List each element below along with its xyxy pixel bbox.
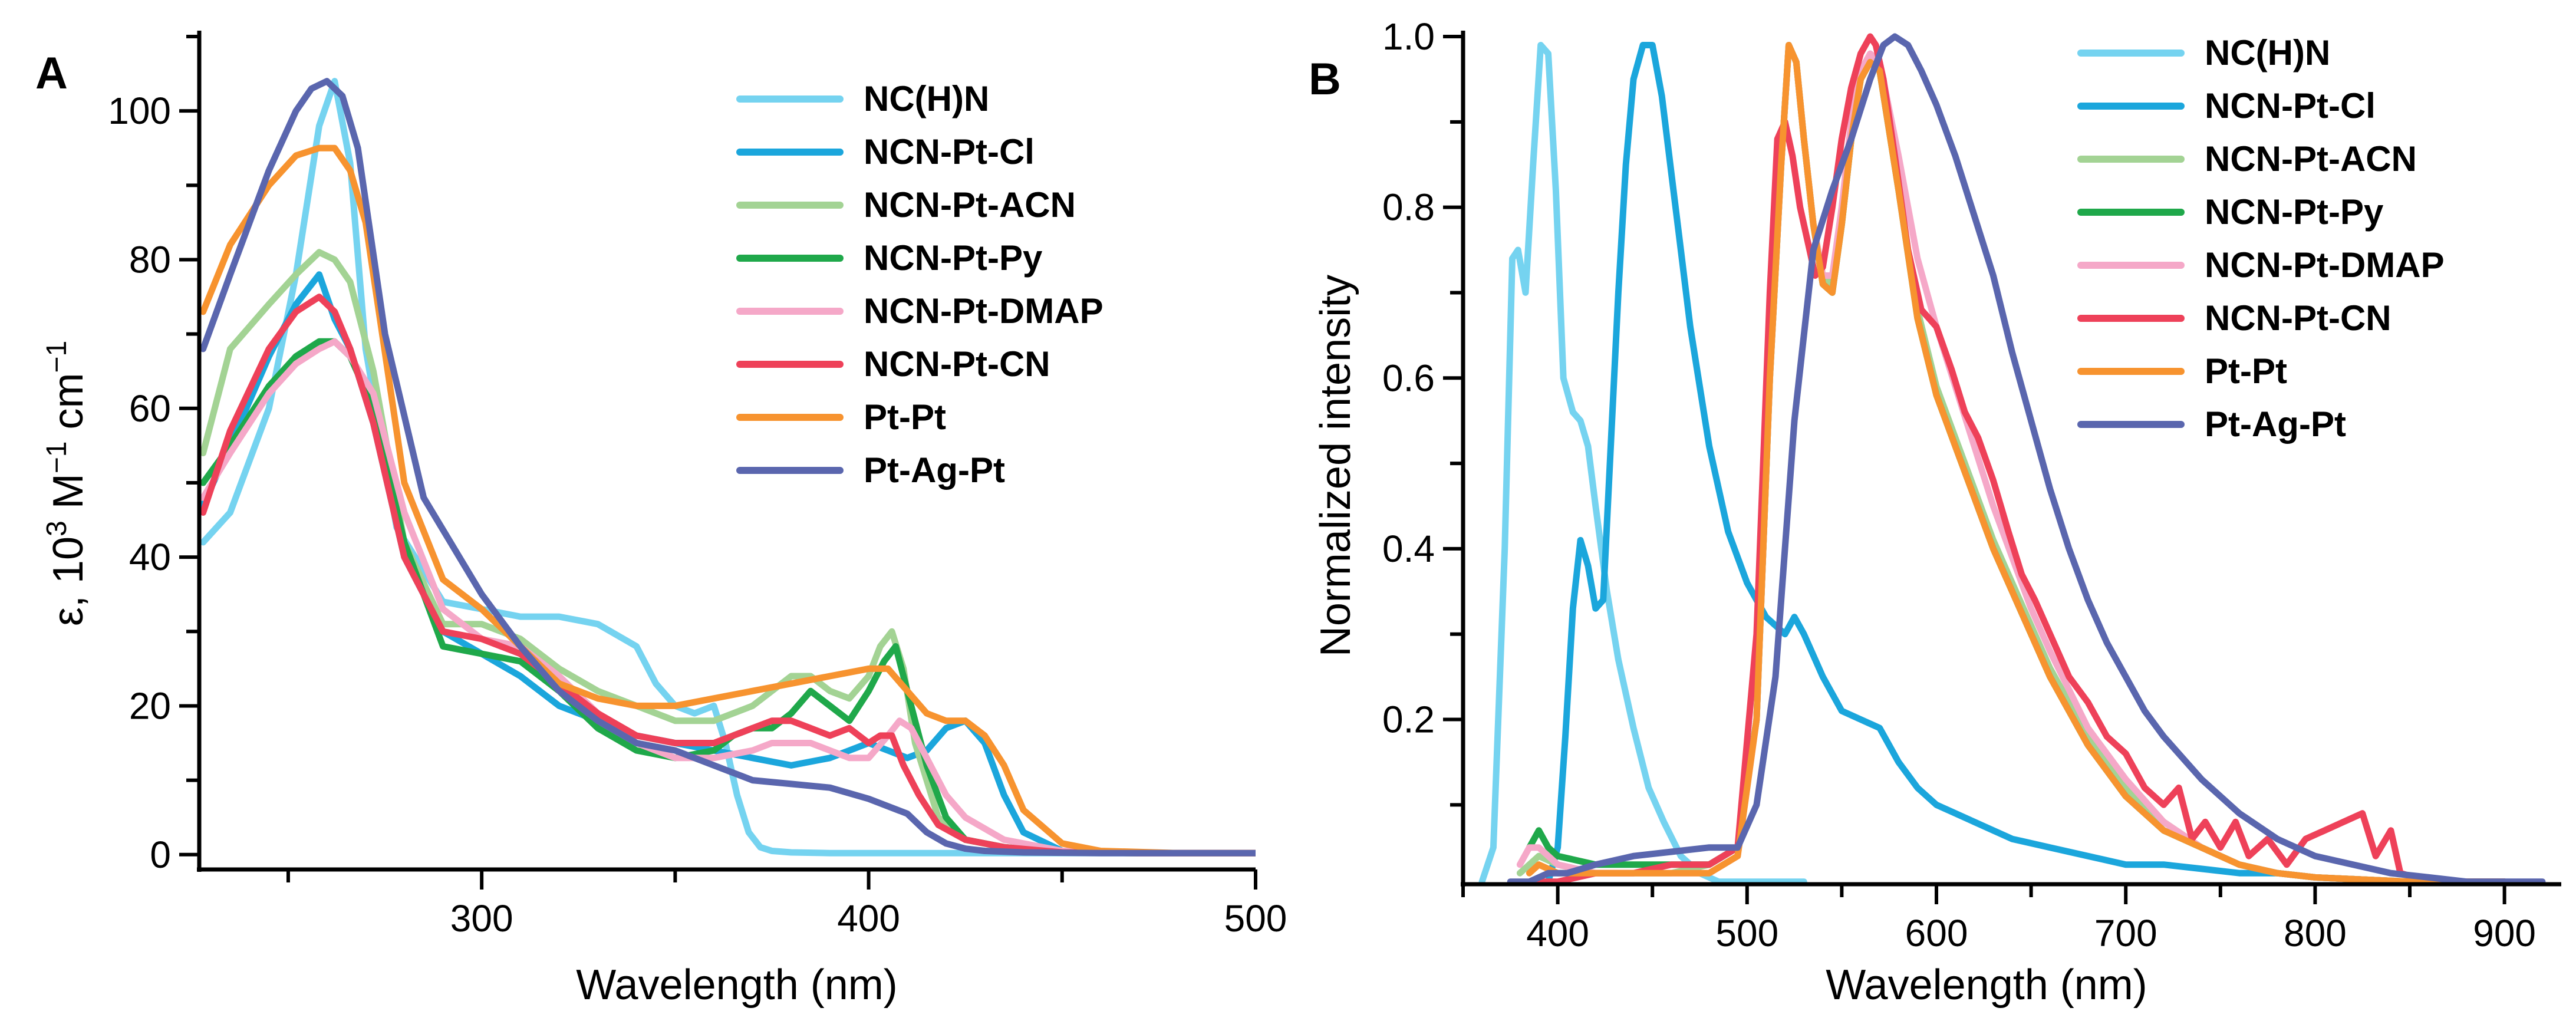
panel-b-legend-label-pt-ag-pt: Pt-Ag-Pt — [2205, 404, 2346, 444]
panel-a-y-title-sup1: 3 — [41, 521, 73, 536]
panel-b-series-ncn-pt-cl — [1545, 42, 2508, 884]
panel-a-x-tick-label: 500 — [1224, 897, 1287, 940]
panel-b-y-tick-label: 0.4 — [1382, 528, 1435, 570]
panel-a-series-pt-ag-pt — [200, 78, 1256, 857]
panel-a-series-ncn-pt-dmap — [200, 338, 1256, 857]
panel-a-legend-label-nc-h-n: NC(H)N — [864, 79, 989, 118]
panel-b-legend-label-ncn-pt-cn: NCN-Pt-CN — [2205, 298, 2391, 338]
panel-a-y-title-sup2: −1 — [41, 442, 73, 474]
panel-b-y-tick-label: 1.0 — [1382, 15, 1435, 58]
panel-a-y-title-sup3: −1 — [41, 341, 73, 373]
panel-b-y-axis-title: Normalized intensity — [1312, 275, 1359, 657]
panel-b-y-tick-label: 0.8 — [1382, 186, 1435, 229]
panel-b-y-tick-label: 0.2 — [1382, 699, 1435, 741]
panel-b-legend-label-ncn-pt-dmap: NCN-Pt-DMAP — [2205, 245, 2445, 285]
panel-label-a: A — [35, 48, 68, 98]
panel-a-legend-label-pt-ag-pt: Pt-Ag-Pt — [864, 450, 1005, 490]
panel-b-x-tick-label: 700 — [2094, 912, 2157, 954]
panel-b-x-axis-title: Wavelength (nm) — [1826, 961, 2147, 1009]
panel-a-x-tick-label: 300 — [450, 897, 513, 940]
panel-b-x-tick-label: 400 — [1526, 912, 1589, 954]
panel-a-y-title-main: ε, 10 — [45, 536, 92, 626]
panel-a-series-ncn-pt-py — [200, 338, 1256, 857]
panel-a-y-axis-title: ε, 103 M−1 cm−1 — [41, 341, 92, 626]
panel-a-legend: NC(H)N NCN-Pt-Cl NCN-Pt-ACN NCN-Pt-Py NCN-Pt… — [736, 79, 1103, 490]
panel-a-y-tick-label: 100 — [108, 90, 171, 132]
panel-b-x-tick-label: 800 — [2284, 912, 2347, 954]
panel-a-legend-label-ncn-pt-dmap: NCN-Pt-DMAP — [864, 291, 1103, 331]
panel-a-x-tick-label: 400 — [837, 897, 900, 940]
panel-b-series-nc-h-n — [1478, 42, 1807, 884]
panel-a-legend-label-pt-pt: Pt-Pt — [864, 397, 946, 437]
panel-b: B 400 500 600 700 800 900 0.2 0.4 0.6 0.8 1.0 Wave… — [1309, 15, 2561, 1009]
panel-a-legend-label-ncn-pt-cn: NCN-Pt-CN — [864, 344, 1050, 384]
panel-b-legend-label-pt-pt: Pt-Pt — [2205, 351, 2287, 391]
panel-b-series-pt-pt — [1526, 42, 2508, 884]
panel-a-series-ncn-pt-cn — [200, 294, 1256, 857]
panel-b-x-tick-label: 600 — [1905, 912, 1968, 954]
panel-b-legend-label-nc-h-n: NC(H)N — [2205, 33, 2330, 73]
panel-a-series-pt-pt — [200, 144, 1256, 857]
panel-b-y-tick-label: 0.6 — [1382, 357, 1435, 399]
panel-label-b: B — [1309, 54, 1341, 104]
panel-a-x-axis-title: Wavelength (nm) — [576, 961, 898, 1009]
panel-a-y-tick-label: 0 — [150, 834, 171, 876]
panel-b-x-tick-label: 900 — [2473, 912, 2536, 954]
panel-b-legend: NC(H)N NCN-Pt-Cl NCN-Pt-ACN NCN-Pt-Py NCN-Pt… — [2077, 33, 2445, 444]
panel-b-legend-label-ncn-pt-acn: NCN-Pt-ACN — [2205, 139, 2417, 179]
panel-a-legend-label-ncn-pt-py: NCN-Pt-Py — [864, 238, 1043, 278]
panel-b-x-tick-label: 500 — [1715, 912, 1778, 954]
panel-a-y-tick-label: 40 — [129, 536, 171, 578]
panel-a-legend-label-ncn-pt-acn: NCN-Pt-ACN — [864, 185, 1076, 225]
panel-a-y-title-mid: M — [45, 473, 92, 521]
panel-a-y-tick-label: 20 — [129, 684, 171, 727]
panel-a-y-title-end: cm — [45, 373, 92, 442]
panel-b-legend-label-ncn-pt-py: NCN-Pt-Py — [2205, 192, 2384, 232]
panel-a-y-tick-label: 60 — [129, 387, 171, 430]
panel-b-series-pt-ag-pt — [1507, 33, 2546, 884]
panel-a-legend-label-ncn-pt-cl: NCN-Pt-Cl — [864, 132, 1035, 172]
panel-a-y-tick-label: 80 — [129, 238, 171, 281]
panel-b-legend-label-ncn-pt-cl: NCN-Pt-Cl — [2205, 86, 2376, 126]
panel-a-series-ncn-pt-acn — [200, 249, 1256, 857]
